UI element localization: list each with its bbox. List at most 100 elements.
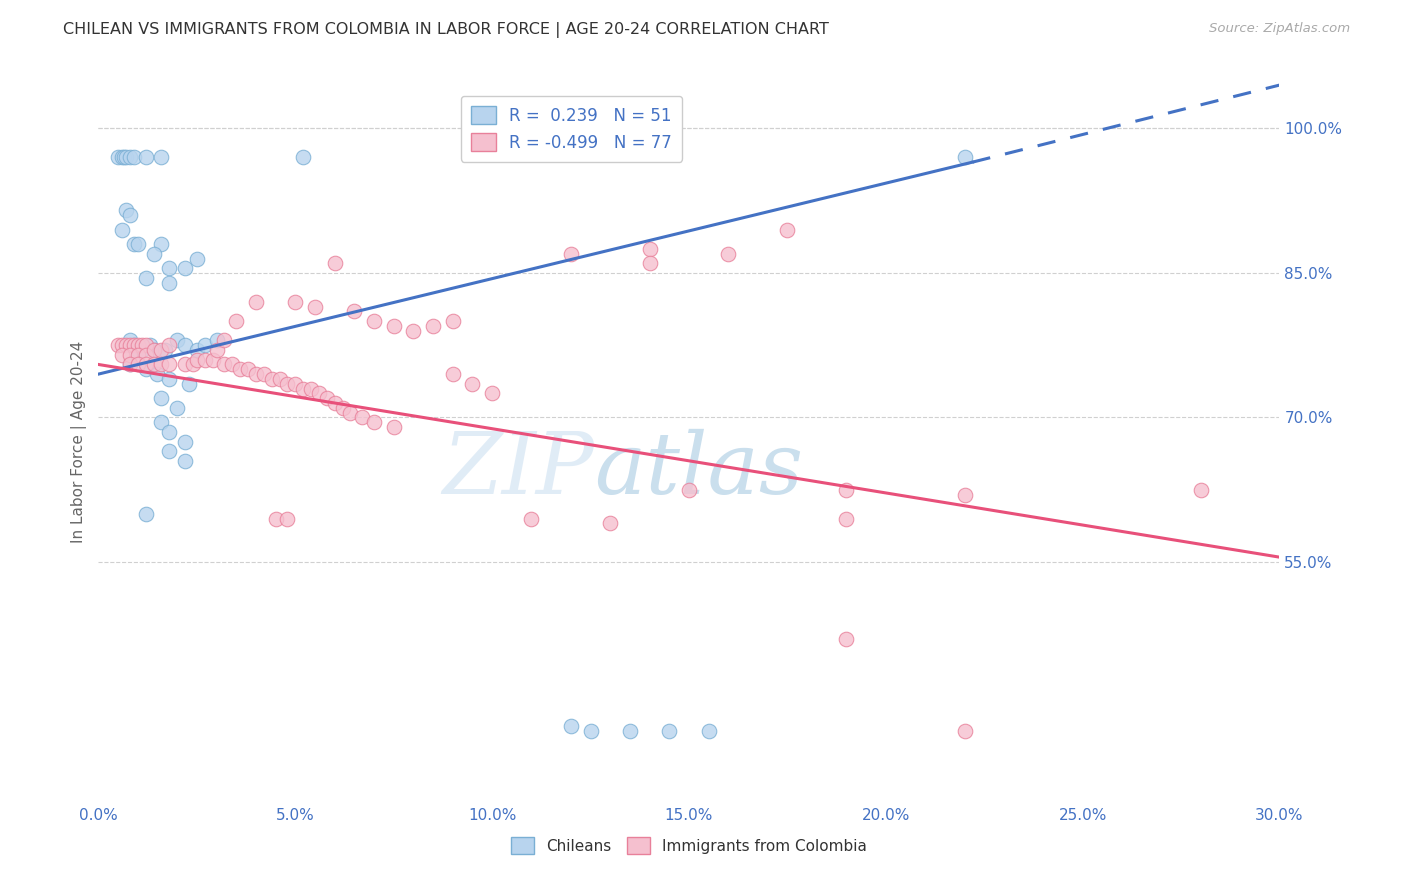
Point: [115, 150, 138, 164]
Point: [142, 343, 165, 357]
Point: [166, 334, 188, 348]
Point: [422, 318, 444, 333]
Point: [304, 300, 326, 314]
Point: [276, 511, 298, 525]
Point: [166, 401, 188, 415]
Point: [150, 237, 173, 252]
Point: [221, 358, 243, 372]
Point: [127, 237, 149, 252]
Point: [157, 276, 180, 290]
Text: atlas: atlas: [595, 429, 804, 512]
Point: [579, 723, 602, 738]
Point: [269, 372, 291, 386]
Point: [157, 425, 180, 439]
Point: [225, 314, 247, 328]
Point: [150, 343, 173, 357]
Point: [194, 338, 217, 352]
Point: [127, 358, 149, 372]
Point: [236, 362, 259, 376]
Point: [264, 511, 287, 525]
Point: [560, 246, 582, 260]
Point: [135, 507, 157, 521]
Point: [481, 386, 503, 401]
Point: [284, 294, 307, 309]
Point: [638, 242, 661, 256]
Text: Source: ZipAtlas.com: Source: ZipAtlas.com: [1209, 22, 1350, 36]
Point: [315, 391, 337, 405]
Point: [299, 382, 322, 396]
Point: [332, 401, 354, 415]
Point: [599, 516, 621, 531]
Point: [560, 719, 582, 733]
Point: [118, 334, 141, 348]
Point: [260, 372, 283, 386]
Point: [205, 334, 228, 348]
Point: [174, 454, 197, 468]
Point: [678, 483, 700, 497]
Point: [142, 358, 165, 372]
Point: [697, 723, 720, 738]
Point: [214, 358, 236, 372]
Point: [382, 318, 405, 333]
Point: [441, 314, 464, 328]
Point: [157, 358, 180, 372]
Point: [352, 410, 374, 425]
Point: [118, 348, 141, 362]
Point: [150, 358, 173, 372]
Point: [150, 415, 173, 429]
Point: [146, 367, 169, 381]
Point: [292, 382, 315, 396]
Point: [127, 338, 149, 352]
Point: [382, 420, 405, 434]
Point: [619, 723, 641, 738]
Point: [1189, 483, 1212, 497]
Point: [118, 358, 141, 372]
Point: [214, 334, 236, 348]
Point: [186, 343, 208, 357]
Point: [953, 487, 976, 501]
Point: [118, 150, 141, 164]
Point: [835, 483, 858, 497]
Y-axis label: In Labor Force | Age 20-24: In Labor Force | Age 20-24: [72, 341, 87, 542]
Point: [953, 723, 976, 738]
Point: [284, 376, 307, 391]
Point: [157, 444, 180, 458]
Point: [122, 338, 145, 352]
Point: [142, 343, 165, 357]
Point: [142, 246, 165, 260]
Point: [135, 338, 157, 352]
Point: [150, 150, 173, 164]
Point: [339, 406, 361, 420]
Point: [135, 150, 157, 164]
Point: [112, 150, 135, 164]
Point: [118, 208, 141, 222]
Point: [402, 324, 425, 338]
Point: [138, 338, 160, 352]
Point: [111, 338, 134, 352]
Text: ZIP: ZIP: [443, 429, 595, 512]
Point: [363, 314, 385, 328]
Point: [135, 358, 157, 372]
Point: [186, 252, 208, 266]
Point: [776, 222, 799, 236]
Point: [115, 203, 138, 218]
Point: [229, 362, 252, 376]
Point: [201, 352, 224, 367]
Point: [292, 150, 315, 164]
Point: [205, 343, 228, 357]
Point: [323, 256, 346, 270]
Point: [115, 338, 138, 352]
Point: [107, 338, 129, 352]
Point: [135, 270, 157, 285]
Point: [323, 396, 346, 410]
Point: [717, 246, 740, 260]
Point: [174, 434, 197, 449]
Point: [127, 348, 149, 362]
Point: [131, 338, 153, 352]
Point: [157, 261, 180, 276]
Point: [135, 362, 157, 376]
Point: [157, 338, 180, 352]
Point: [638, 256, 661, 270]
Point: [181, 358, 204, 372]
Text: CHILEAN VS IMMIGRANTS FROM COLOMBIA IN LABOR FORCE | AGE 20-24 CORRELATION CHART: CHILEAN VS IMMIGRANTS FROM COLOMBIA IN L…: [63, 22, 830, 38]
